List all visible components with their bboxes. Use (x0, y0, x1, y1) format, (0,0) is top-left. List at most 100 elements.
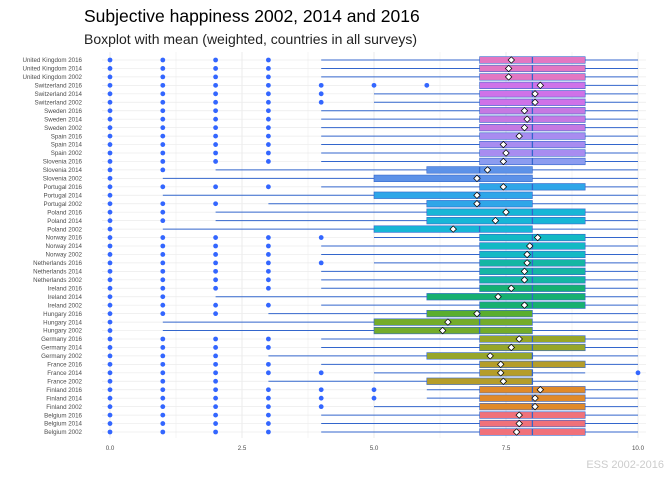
outlier-point (160, 159, 166, 164)
outlier-point (318, 395, 324, 401)
outlier-point (266, 387, 271, 393)
outlier-point (213, 429, 219, 435)
outlier-point (213, 108, 219, 114)
mean-layer (438, 56, 545, 436)
outlier-point (160, 268, 166, 274)
outlier-point (160, 184, 166, 190)
mean-marker (531, 394, 539, 402)
outlier-point (107, 209, 113, 215)
outlier-point (266, 412, 271, 418)
outlier-point (213, 277, 219, 283)
mean-marker (515, 411, 523, 419)
outlier-point (107, 395, 113, 401)
x-tick-label: 5.0 (370, 445, 379, 452)
outlier-point (107, 429, 113, 435)
outlier-point (213, 184, 219, 190)
box (426, 352, 533, 360)
mean-marker (499, 377, 508, 385)
outlier-point (107, 328, 113, 333)
box (426, 377, 533, 385)
outlier-point (160, 361, 166, 367)
outlier-point (160, 421, 166, 426)
y-tick-label: Portugal 2002 (43, 201, 82, 208)
outlier-point (107, 57, 113, 63)
mean-marker (533, 233, 542, 242)
mean-marker (520, 123, 529, 132)
outlier-point (107, 99, 113, 105)
x-tick-label: 0.0 (106, 445, 115, 452)
outlier-point (213, 370, 219, 376)
y-tick-label: France 2016 (47, 362, 82, 369)
outlier-point (213, 311, 219, 317)
outlier-point (266, 159, 271, 164)
outlier-point (160, 277, 166, 283)
outlier-point (213, 116, 219, 122)
mean-marker (515, 132, 523, 140)
outlier-point (160, 133, 166, 139)
outlier-point (213, 201, 219, 207)
outlier-point (213, 404, 219, 410)
y-tick-label: Ireland 2016 (48, 285, 83, 292)
outlier-point (160, 209, 166, 215)
outlier-point (160, 116, 166, 122)
outlier-point (266, 277, 271, 283)
outlier-point (266, 82, 271, 88)
mean-marker (507, 343, 515, 352)
mean-marker (491, 216, 500, 225)
outlier-point (318, 91, 324, 97)
mean-marker (494, 293, 502, 301)
outlier-point (266, 150, 271, 156)
outlier-point (107, 74, 113, 80)
y-tick-label: Belgium 2014 (44, 421, 82, 428)
mean-marker (520, 267, 529, 276)
outlier-point (107, 353, 113, 359)
mean-marker (523, 250, 531, 259)
y-tick-label: Belgium 2002 (44, 429, 82, 436)
outlier-point (266, 74, 271, 80)
outlier-point (160, 387, 166, 393)
outlier-point (160, 91, 166, 97)
mean-marker (449, 225, 457, 233)
outlier-point (213, 421, 219, 426)
outlier-point (371, 395, 377, 401)
mean-marker (520, 107, 529, 115)
outlier-point (107, 167, 113, 173)
y-tick-label: Germany 2016 (41, 336, 82, 343)
outlier-point (266, 395, 271, 401)
outlier-point (107, 243, 113, 249)
outlier-point (160, 378, 166, 384)
outlier-point (266, 125, 271, 131)
outlier-point (213, 395, 219, 401)
outlier-point (107, 370, 113, 376)
mean-marker (473, 200, 481, 208)
outlier-point (213, 252, 219, 257)
outlier-point (213, 133, 219, 139)
mean-marker (504, 73, 513, 81)
outlier-point (107, 361, 113, 367)
y-tick-label: Hungary 2016 (43, 311, 82, 318)
outlier-point (160, 142, 166, 147)
outlier-point (107, 387, 113, 393)
mean-marker (502, 208, 510, 216)
outlier-point (266, 421, 271, 426)
outlier-point (213, 378, 219, 384)
outlier-point (107, 218, 113, 224)
outlier-point (213, 285, 219, 291)
y-tick-label: France 2002 (47, 378, 82, 385)
y-tick-label: United Kingdom 2014 (22, 66, 82, 73)
box (373, 318, 533, 326)
outlier-point (160, 74, 166, 80)
mean-marker (499, 157, 508, 166)
outlier-point (318, 387, 324, 393)
y-tick-label: Netherlands 2016 (33, 260, 82, 267)
outlier-point (213, 243, 219, 249)
mean-marker (473, 191, 481, 199)
mean-marker (504, 64, 513, 73)
outlier-point (266, 108, 271, 114)
y-tick-label: Norway 2016 (46, 235, 83, 242)
mean-marker (473, 309, 481, 318)
outlier-point (107, 91, 113, 97)
mean-marker (444, 318, 452, 326)
outlier-point (318, 99, 324, 105)
y-tick-label: Slovenia 2016 (43, 159, 83, 166)
